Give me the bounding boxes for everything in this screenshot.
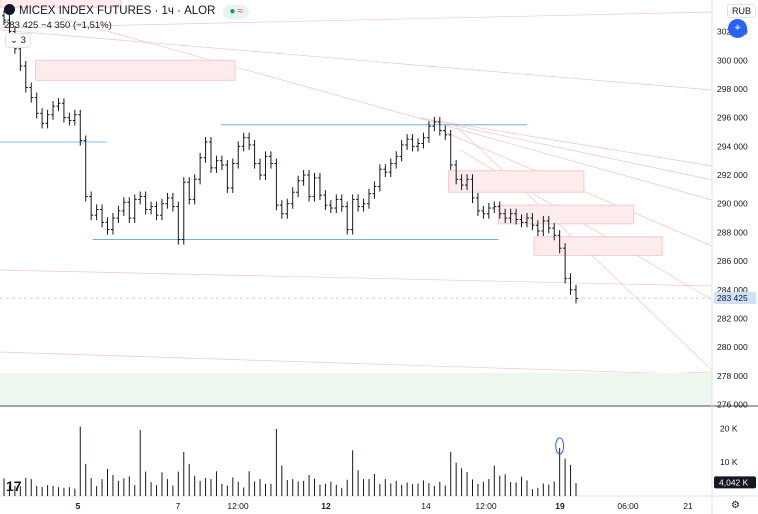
y-tick-label: 282 000 — [717, 313, 748, 323]
demand-zone — [0, 373, 712, 406]
y-tick-label: 290 000 — [717, 199, 748, 209]
price-change: −4 350 (−1,51%) — [40, 20, 112, 31]
y-tick-label: 276 000 — [717, 400, 748, 410]
trend-line — [0, 269, 713, 287]
y-tick-label: 296 000 — [717, 113, 748, 123]
x-tick-label: 14 — [421, 501, 431, 511]
y-tick-label: 292 000 — [717, 170, 748, 180]
indicators-toggle[interactable]: ⌄ 3 — [5, 33, 31, 48]
y-tick-label: 286 000 — [717, 256, 748, 266]
price-summary: 283 425 −4 350 (−1,51%) — [4, 20, 112, 31]
price-label-bg — [714, 292, 756, 305]
last-price: 283 425 — [4, 20, 39, 31]
trend-line — [59, 17, 713, 201]
x-tick-label: 5 — [76, 501, 81, 511]
y-tick-label: 280 000 — [717, 342, 748, 352]
volume-label: 4,042 K — [719, 477, 749, 487]
trend-line — [0, 11, 713, 29]
trend-line — [0, 29, 713, 91]
x-tick-label: 21 — [683, 501, 693, 511]
y-tick-label: 288 000 — [717, 227, 748, 237]
volume-label-bg — [714, 476, 756, 489]
x-tick-label: 12:00 — [227, 501, 249, 511]
supply-zone — [448, 170, 585, 193]
x-tick-label: 06:00 — [617, 501, 639, 511]
y-tick-label: 284 000 — [717, 285, 748, 295]
indicators-count: 3 — [20, 35, 26, 46]
volume-marker — [555, 437, 565, 455]
trend-line — [419, 117, 713, 181]
supply-zone — [497, 204, 635, 225]
x-tick-label: 12 — [321, 501, 331, 511]
tradingview-logo-icon[interactable]: 17 — [6, 478, 22, 494]
crosshair-icon[interactable]: ⌖ — [728, 19, 747, 38]
y-tick-label: 298 000 — [717, 84, 748, 94]
supply-zone — [533, 236, 663, 256]
x-tick-label: 7 — [176, 501, 181, 511]
market-status-badge[interactable]: ● ≈ — [223, 5, 249, 19]
y-tick-label: 300 000 — [717, 55, 748, 65]
trend-line — [419, 117, 713, 167]
symbol-logo-icon — [4, 4, 15, 15]
price-label: 283 425 — [717, 293, 748, 303]
volume-tick-label: 20 K — [720, 423, 738, 433]
y-tick-label: 294 000 — [717, 141, 748, 151]
supply-zone — [0, 0, 122, 8]
delay-icon: ≈ — [237, 6, 243, 17]
symbol-title: MICEX INDEX FUTURES · 1ч · ALOR — [19, 5, 216, 17]
symbol-header[interactable]: MICEX INDEX FUTURES · 1ч · ALOR ● ≈ — [4, 4, 249, 19]
x-tick-label: 19 — [555, 501, 565, 511]
volume-tick-label: 10 K — [720, 457, 738, 467]
currency-selector[interactable]: RUB — [726, 4, 756, 18]
gear-icon[interactable]: ⚙ — [731, 500, 740, 511]
supply-zone — [35, 59, 236, 81]
y-tick-label: 278 000 — [717, 371, 748, 381]
x-tick-label: 12:00 — [475, 501, 497, 511]
trend-line — [0, 351, 713, 376]
status-dot-icon: ● — [229, 6, 236, 17]
